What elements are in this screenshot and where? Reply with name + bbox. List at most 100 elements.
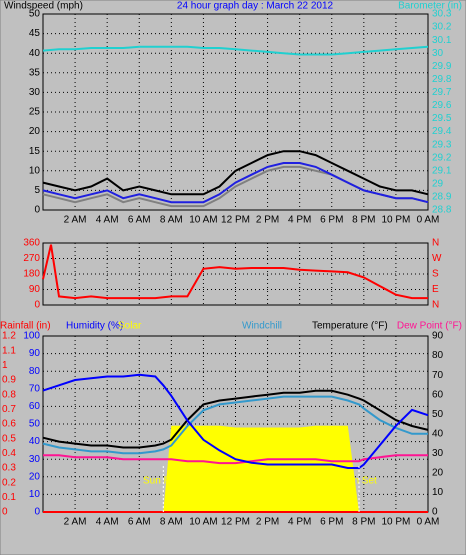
y-tick-label: 0: [34, 205, 40, 216]
x-tick-label: 8 AM: [160, 215, 183, 226]
x-tick-label: 8 PM: [352, 215, 375, 226]
y3-tick-label: 1.1: [2, 345, 16, 356]
x-tick-label: 6 AM: [128, 517, 151, 528]
x-tick-label: 4 AM: [96, 517, 119, 528]
y-tick-label: 5: [34, 185, 40, 196]
x-tick-label: 8 PM: [352, 517, 375, 528]
y2-tick-label: 30: [432, 48, 444, 59]
y2-tick-label: 28.9: [432, 192, 452, 203]
y-tick-label: 50: [29, 9, 41, 20]
windspeed-label: Windspeed (mph): [4, 1, 83, 12]
y3-tick-label: 0.8: [2, 389, 16, 400]
x-tick-label: 4 PM: [288, 215, 311, 226]
y2-tick-label: N: [432, 238, 439, 249]
y2-tick-label: N: [432, 300, 439, 311]
y2-tick-label: 80: [432, 350, 444, 361]
y-tick-label: 20: [29, 471, 41, 482]
y2-tick-label: E: [432, 284, 439, 295]
series-line: [42, 45, 429, 56]
series-line: [42, 162, 429, 204]
y2-tick-label: 0: [432, 507, 438, 518]
x-tick-label: 4 AM: [96, 215, 119, 226]
y-tick-label: 40: [29, 48, 41, 59]
y2-tick-label: 29.6: [432, 100, 452, 111]
y2-tick-label: 29.7: [432, 87, 452, 98]
y-tick-label: 10: [29, 489, 41, 500]
y3-tick-label: 0.1: [2, 492, 16, 503]
y3-tick-label: 0.7: [2, 404, 16, 415]
y-tick-label: 15: [29, 146, 41, 157]
y2-tick-label: 30.1: [432, 35, 452, 46]
y2-tick-label: 50: [432, 409, 444, 420]
series-line: [42, 150, 429, 196]
y2-tick-label: 29.1: [432, 165, 452, 176]
y2-tick-label: 29: [432, 179, 444, 190]
y3-tick-label: 0.3: [2, 463, 16, 474]
y2-tick-label: 70: [432, 370, 444, 381]
x-tick-label: 0 AM: [417, 215, 440, 226]
y3-tick-label: 0.2: [2, 477, 16, 488]
x-tick-label: 2 AM: [64, 215, 87, 226]
y2-tick-label: 29.8: [432, 74, 452, 85]
y2-tick-label: 20: [432, 468, 444, 479]
annotation: Sun Rise: [143, 476, 184, 487]
x-tick-label: 4 PM: [288, 517, 311, 528]
y2-tick-label: 29.4: [432, 126, 452, 137]
x-tick-label: 6 PM: [320, 215, 343, 226]
y-tick-label: 30: [29, 87, 41, 98]
y3-tick-label: 0.5: [2, 433, 16, 444]
y-tick-label: 80: [29, 366, 41, 377]
x-tick-label: 10 PM: [381, 517, 410, 528]
y-tick-label: 100: [23, 331, 40, 342]
y-tick-label: 25: [29, 107, 41, 118]
y-tick-label: 10: [29, 165, 41, 176]
series-line: [42, 373, 429, 469]
y2-tick-label: 60: [432, 389, 444, 400]
y-tick-label: 40: [29, 436, 41, 447]
y-tick-label: 270: [23, 253, 40, 264]
x-tick-label: 2 PM: [256, 517, 279, 528]
y2-tick-label: 40: [432, 428, 444, 439]
y3-tick-label: 0: [2, 507, 8, 518]
temperature-label: Temperature (°F): [312, 321, 388, 332]
y-tick-label: 0: [34, 300, 40, 311]
y-tick-label: 30: [29, 454, 41, 465]
y3-tick-label: 0.6: [2, 419, 16, 430]
y2-tick-label: 29.5: [432, 113, 452, 124]
y2-tick-label: 90: [432, 331, 444, 342]
y2-tick-label: 30.3: [432, 9, 452, 20]
x-tick-label: 10 AM: [189, 517, 217, 528]
chart-title: 24 hour graph day : March 22 2012: [177, 1, 334, 12]
x-tick-label: 10 AM: [189, 215, 217, 226]
rainfall-label: Rainfall (in): [0, 321, 51, 332]
x-tick-label: 8 AM: [160, 517, 183, 528]
x-tick-label: 10 PM: [381, 215, 410, 226]
y2-tick-label: 29.9: [432, 61, 452, 72]
y2-tick-label: 29.3: [432, 139, 452, 150]
y2-tick-label: S: [432, 269, 439, 280]
y-tick-label: 70: [29, 383, 41, 394]
y-tick-label: 50: [29, 419, 41, 430]
barometer-label: Barometer (in): [398, 1, 462, 12]
y-tick-label: 20: [29, 126, 41, 137]
dewpoint-label: Dew Point (°F): [397, 321, 462, 332]
x-tick-label: 6 PM: [320, 517, 343, 528]
y-tick-label: 180: [23, 269, 40, 280]
solar-area: [43, 425, 428, 512]
y-tick-label: 90: [29, 348, 41, 359]
y-tick-label: 45: [29, 28, 41, 39]
y3-tick-label: 0.4: [2, 448, 16, 459]
x-tick-label: 0 AM: [417, 517, 440, 528]
y-tick-label: 0: [34, 507, 40, 518]
x-tick-label: 12 PM: [221, 517, 250, 528]
humidity-label: Humidity (%): [66, 321, 123, 332]
y2-tick-label: W: [432, 253, 442, 264]
annotation: Sun Set: [341, 476, 377, 487]
series-line: [43, 454, 428, 465]
y-tick-label: 360: [23, 238, 40, 249]
y-tick-label: 60: [29, 401, 41, 412]
windchill-label: Windchill: [242, 321, 282, 332]
series-line: [42, 244, 428, 300]
series-line: [42, 389, 429, 449]
